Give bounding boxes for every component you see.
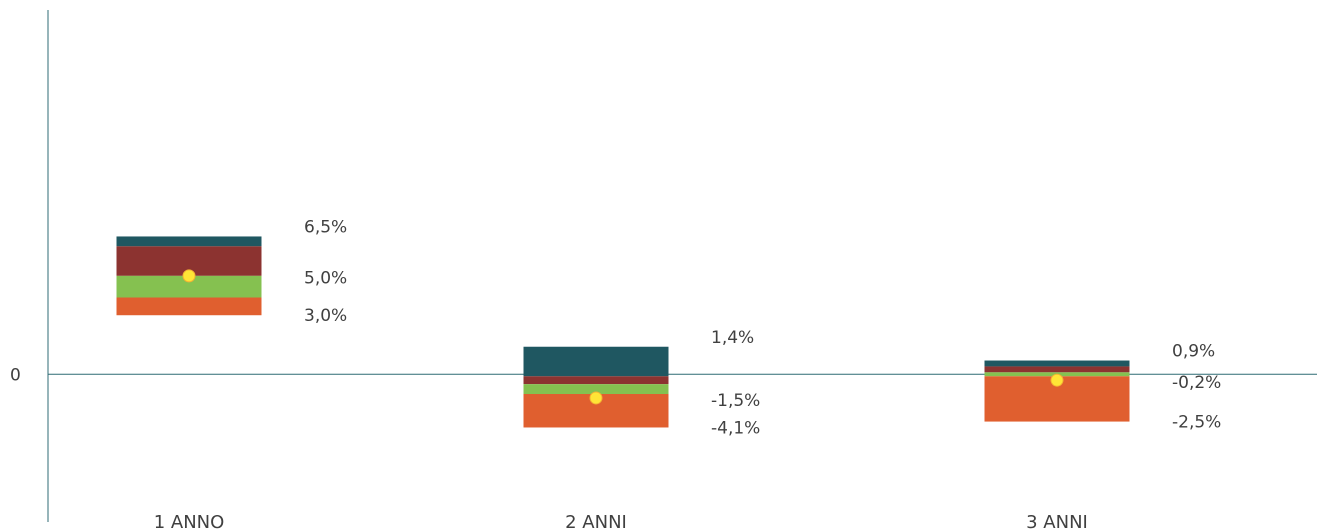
data-label: -4,1% xyxy=(711,418,760,438)
band-p75-p95 xyxy=(984,360,1130,367)
x-tick-label: 1 ANNO xyxy=(154,512,225,532)
data-label: 1,4% xyxy=(711,328,754,348)
x-tick-label: 2 ANNI xyxy=(565,512,627,532)
y-tick-label: 0 xyxy=(10,365,21,385)
mean-marker xyxy=(182,269,196,283)
data-label: -0,2% xyxy=(1172,373,1221,393)
band-p75-p95 xyxy=(116,236,262,247)
mean-marker xyxy=(589,391,603,405)
data-label: 6,5% xyxy=(304,218,347,238)
data-label: 5,0% xyxy=(304,269,347,289)
data-label: 3,0% xyxy=(304,306,347,326)
band-p25-p50 xyxy=(523,384,669,394)
band-p25-p50 xyxy=(116,275,262,298)
band-p75-p95 xyxy=(523,346,669,377)
data-label: -2,5% xyxy=(1172,412,1221,432)
data-label: -1,5% xyxy=(711,391,760,411)
band-p5-p25 xyxy=(116,297,262,316)
mean-marker xyxy=(1050,373,1064,387)
data-label: 0,9% xyxy=(1172,342,1215,362)
x-tick-label: 3 ANNI xyxy=(1026,512,1088,532)
band-p50-p75 xyxy=(984,366,1130,373)
band-p50-p75 xyxy=(523,376,669,385)
